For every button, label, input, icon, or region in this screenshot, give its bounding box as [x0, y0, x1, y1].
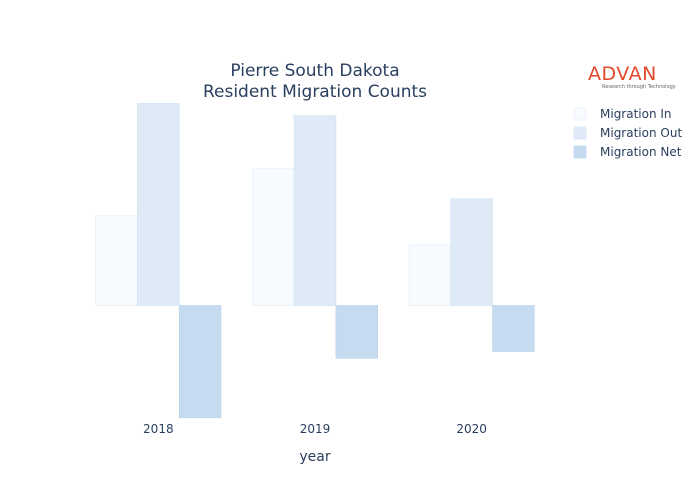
x-axis-title: year	[299, 449, 330, 465]
x-tick-label: 2020	[456, 422, 487, 436]
x-tick-label: 2018	[143, 422, 174, 436]
x-tick-label: 2019	[300, 422, 331, 436]
bar-migration-in-2018	[95, 215, 138, 306]
legend-label[interactable]: Migration Out	[600, 126, 682, 140]
legend-swatch[interactable]	[573, 107, 587, 121]
bar-migration-out-2018	[137, 103, 180, 306]
bar-migration-out-2020	[450, 198, 493, 306]
chart-title-line-1: Pierre South Dakota	[230, 61, 399, 81]
chart-title: Pierre South Dakota Resident Migration C…	[203, 61, 427, 102]
bars-layer	[95, 103, 535, 419]
legend-swatch[interactable]	[573, 145, 587, 159]
bar-migration-net-2019	[335, 305, 378, 359]
advan-logo: ADVAN Research through Technology	[588, 64, 678, 90]
bar-migration-in-2020	[408, 244, 452, 306]
legend-swatch[interactable]	[573, 126, 587, 140]
x-axis-ticks: 2018 2019 2020	[143, 422, 487, 436]
chart-title-line-2: Resident Migration Counts	[203, 82, 427, 102]
bar-migration-out-2019	[293, 115, 337, 306]
legend: Migration In Migration Out Migration Net	[573, 107, 682, 159]
bar-migration-net-2020	[492, 305, 535, 352]
legend-label[interactable]: Migration In	[600, 107, 672, 121]
legend-label[interactable]: Migration Net	[600, 145, 682, 159]
bar-migration-in-2019	[252, 168, 295, 306]
logo-tagline: Research through Technology	[602, 84, 676, 90]
logo-wordmark: ADVAN	[588, 63, 657, 85]
bar-migration-net-2018	[178, 305, 222, 419]
